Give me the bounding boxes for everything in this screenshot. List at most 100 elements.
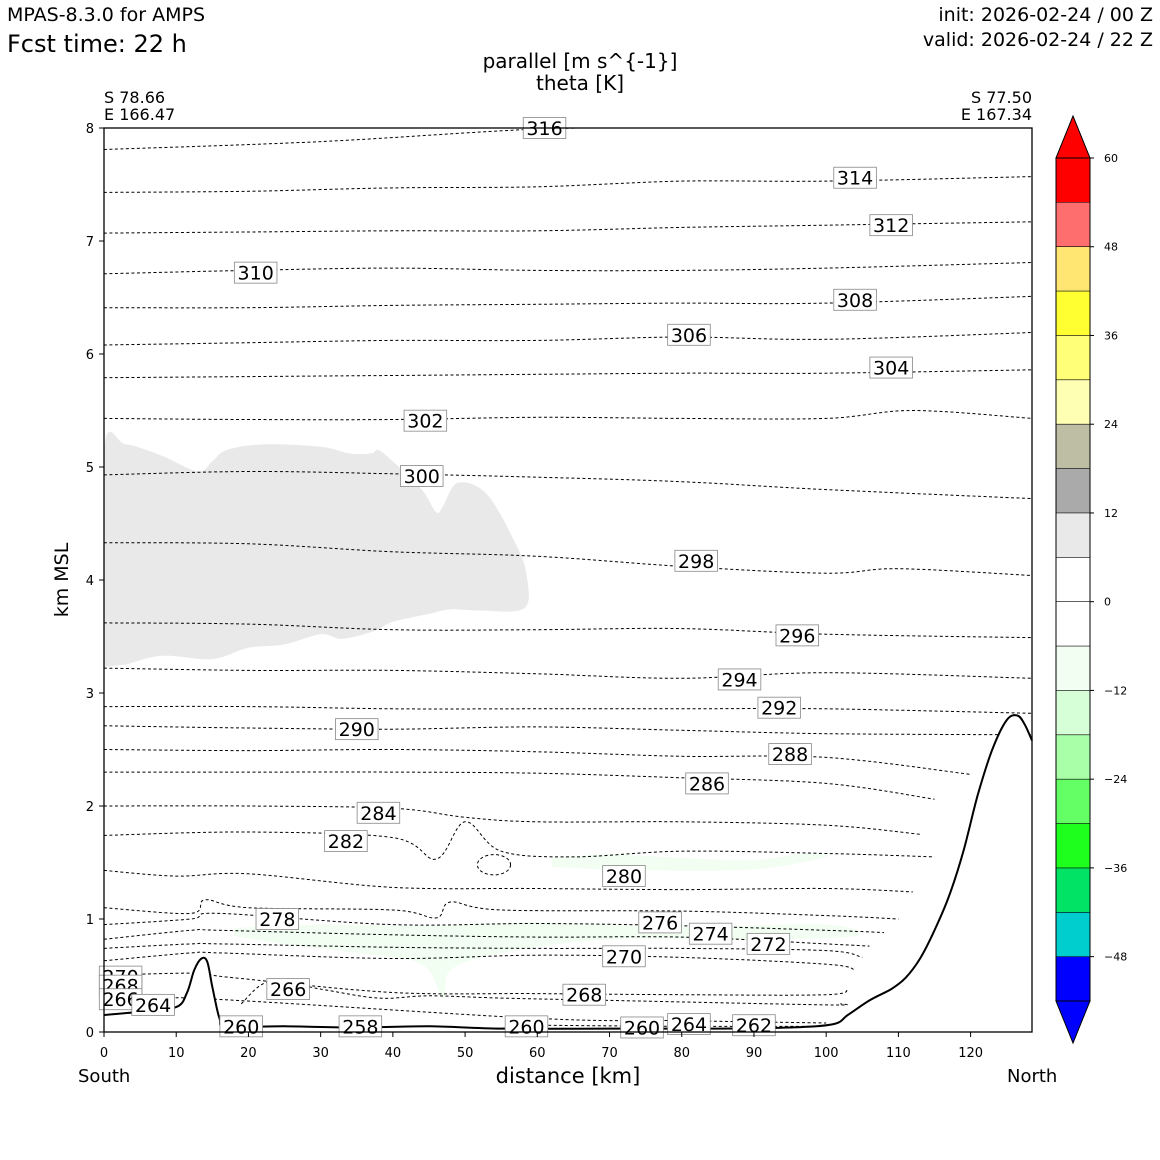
contour-label-266: 266: [266, 978, 310, 1001]
colorbar: 60 48 36 24 12 0 −12 −24 −36 −48: [1055, 114, 1127, 1045]
colorbar-segment-8: [1056, 512, 1090, 558]
contour-label-282-text: 282: [328, 831, 364, 853]
contour-label-314: 314: [833, 166, 877, 190]
contour-label-298: 298: [674, 549, 718, 573]
contour-label-290-text: 290: [339, 719, 375, 741]
y-tick-label-2: 2: [86, 800, 94, 815]
contour-label-302-text: 302: [407, 411, 443, 433]
contour-label-310: 310: [233, 261, 278, 285]
shaded-region-0: [104, 431, 529, 667]
init-time: init: 2026-02-24 / 00 Z: [938, 4, 1153, 26]
contour-label-280-text: 280: [606, 866, 642, 888]
contour-label-306-text: 306: [671, 325, 707, 347]
contour-label-294: 294: [717, 668, 762, 691]
contour-label-288-box: [768, 743, 812, 765]
theta-contour-294: [104, 667, 1032, 679]
y-tick-label-8: 8: [86, 122, 94, 137]
right-endpoint-lon: E 167.34: [960, 105, 1032, 124]
theta-contour-314: [104, 176, 1032, 193]
contour-label-264-box: [667, 1013, 711, 1035]
colorbar-under-arrow: [1055, 1000, 1091, 1045]
x-tick-label-110: 110: [886, 1046, 911, 1061]
colorbar-over-arrow: [1055, 114, 1091, 159]
contour-label-292-box: [757, 696, 801, 719]
contour-label-260-text: 260: [223, 1016, 259, 1038]
colorbar-tick-label-6: −12: [1104, 684, 1127, 697]
theta-contour-286: [104, 771, 935, 800]
colorbar-segment-5: [1056, 379, 1090, 425]
right-endpoint-coords: S 77.50 E 167.34: [961, 89, 1032, 123]
contour-label-290: 290: [335, 718, 379, 741]
contour-label-310-box: [233, 261, 278, 284]
colorbar-tick-label-8: −36: [1104, 862, 1127, 875]
contour-label-284-box: [356, 801, 401, 824]
contour-label-316-text: 316: [526, 118, 562, 140]
contour-label-314-text: 314: [837, 168, 873, 190]
theta-contour-282: [104, 821, 935, 860]
contour-label-298-box: [674, 549, 718, 572]
theta-contour-268: [104, 972, 849, 996]
colorbar-segment-12: [1056, 690, 1090, 735]
x-tick-label-50: 50: [457, 1046, 474, 1061]
theta-contour-280: [104, 869, 913, 893]
axes-layer: 0 10 20 30 40 50 60 70 80 90 100 110 120 0 1 2 3 4 5 6 7 8: [86, 122, 1033, 1061]
contour-label-288: 288: [768, 743, 812, 766]
contour-label-304: 304: [869, 356, 913, 380]
contour-label-272-box: [746, 932, 791, 955]
contour-label-280-box: [602, 865, 646, 887]
contour-label-302: 302: [403, 409, 448, 433]
contour-label-278-text: 278: [259, 909, 295, 931]
x-tick-label-40: 40: [385, 1046, 402, 1061]
shaded-region-2: [234, 922, 860, 999]
theta-contour-300: [104, 470, 1032, 500]
shaded-region-1: [551, 853, 829, 871]
colorbar-tick-label-4: 12: [1104, 507, 1118, 520]
theta-contour-276: [104, 912, 885, 934]
colorbar-segment-16: [1056, 867, 1090, 913]
colorbar-segment-6: [1056, 424, 1090, 469]
x-tick-label-0: 0: [100, 1046, 108, 1061]
contour-label-extra-266-2: 266: [98, 988, 143, 1011]
x-tick-label-100: 100: [814, 1046, 839, 1061]
contour-label-264: 264: [667, 1013, 711, 1036]
theta-contour-316: [104, 128, 827, 150]
contour-label-extra-260-4: 260: [504, 1015, 549, 1038]
contour-label-276-text: 276: [642, 912, 678, 934]
contour-label-308: 308: [833, 288, 877, 312]
left-endpoint-lon: E 166.47: [104, 105, 176, 124]
theta-contour-304: [104, 369, 1032, 379]
colorbar-segment-4: [1056, 335, 1090, 380]
contour-label-312-text: 312: [873, 215, 909, 237]
contour-label-270-text: 270: [606, 946, 642, 968]
north-end-label: North: [1007, 1066, 1058, 1087]
contour-label-296-text: 296: [779, 625, 815, 647]
contour-label-294-box: [717, 668, 762, 691]
contour-label-312-box: [869, 214, 913, 237]
contour-label-304-text: 304: [873, 358, 909, 380]
terrain-layer: [103, 714, 1033, 1032]
contour-label-extra-260-5-box: [620, 1016, 664, 1039]
contour-label-304-box: [869, 356, 913, 379]
theta-contour-284: [104, 805, 921, 835]
model-name: MPAS-8.3.0 for AMPS: [7, 4, 206, 26]
colorbar-segment-7: [1056, 468, 1090, 513]
colorbar-segment-17: [1056, 912, 1090, 957]
colorbar-segment-2: [1056, 246, 1090, 292]
contour-label-278-box: [255, 908, 300, 930]
contour-label-268-box: [562, 983, 606, 1006]
contour-label-274-box: [688, 922, 733, 945]
contour-label-284-text: 284: [360, 803, 396, 825]
theta-contour-292: [104, 705, 1032, 714]
contour-label-312: 312: [869, 214, 913, 237]
contour-label-296-box: [775, 624, 819, 647]
colorbar-tick-label-2: 36: [1104, 329, 1118, 342]
contour-label-292-text: 292: [761, 698, 797, 720]
contour-label-306-box: [667, 323, 711, 346]
contour-label-282: 282: [324, 830, 368, 853]
x-tick-label-60: 60: [529, 1046, 546, 1061]
theta-contour-266: [240, 980, 848, 1006]
contour-label-264-text: 264: [671, 1014, 707, 1036]
colorbar-frame: [1055, 157, 1091, 1002]
contour-label-276: 276: [638, 911, 682, 934]
contour-label-270: 270: [602, 945, 646, 968]
